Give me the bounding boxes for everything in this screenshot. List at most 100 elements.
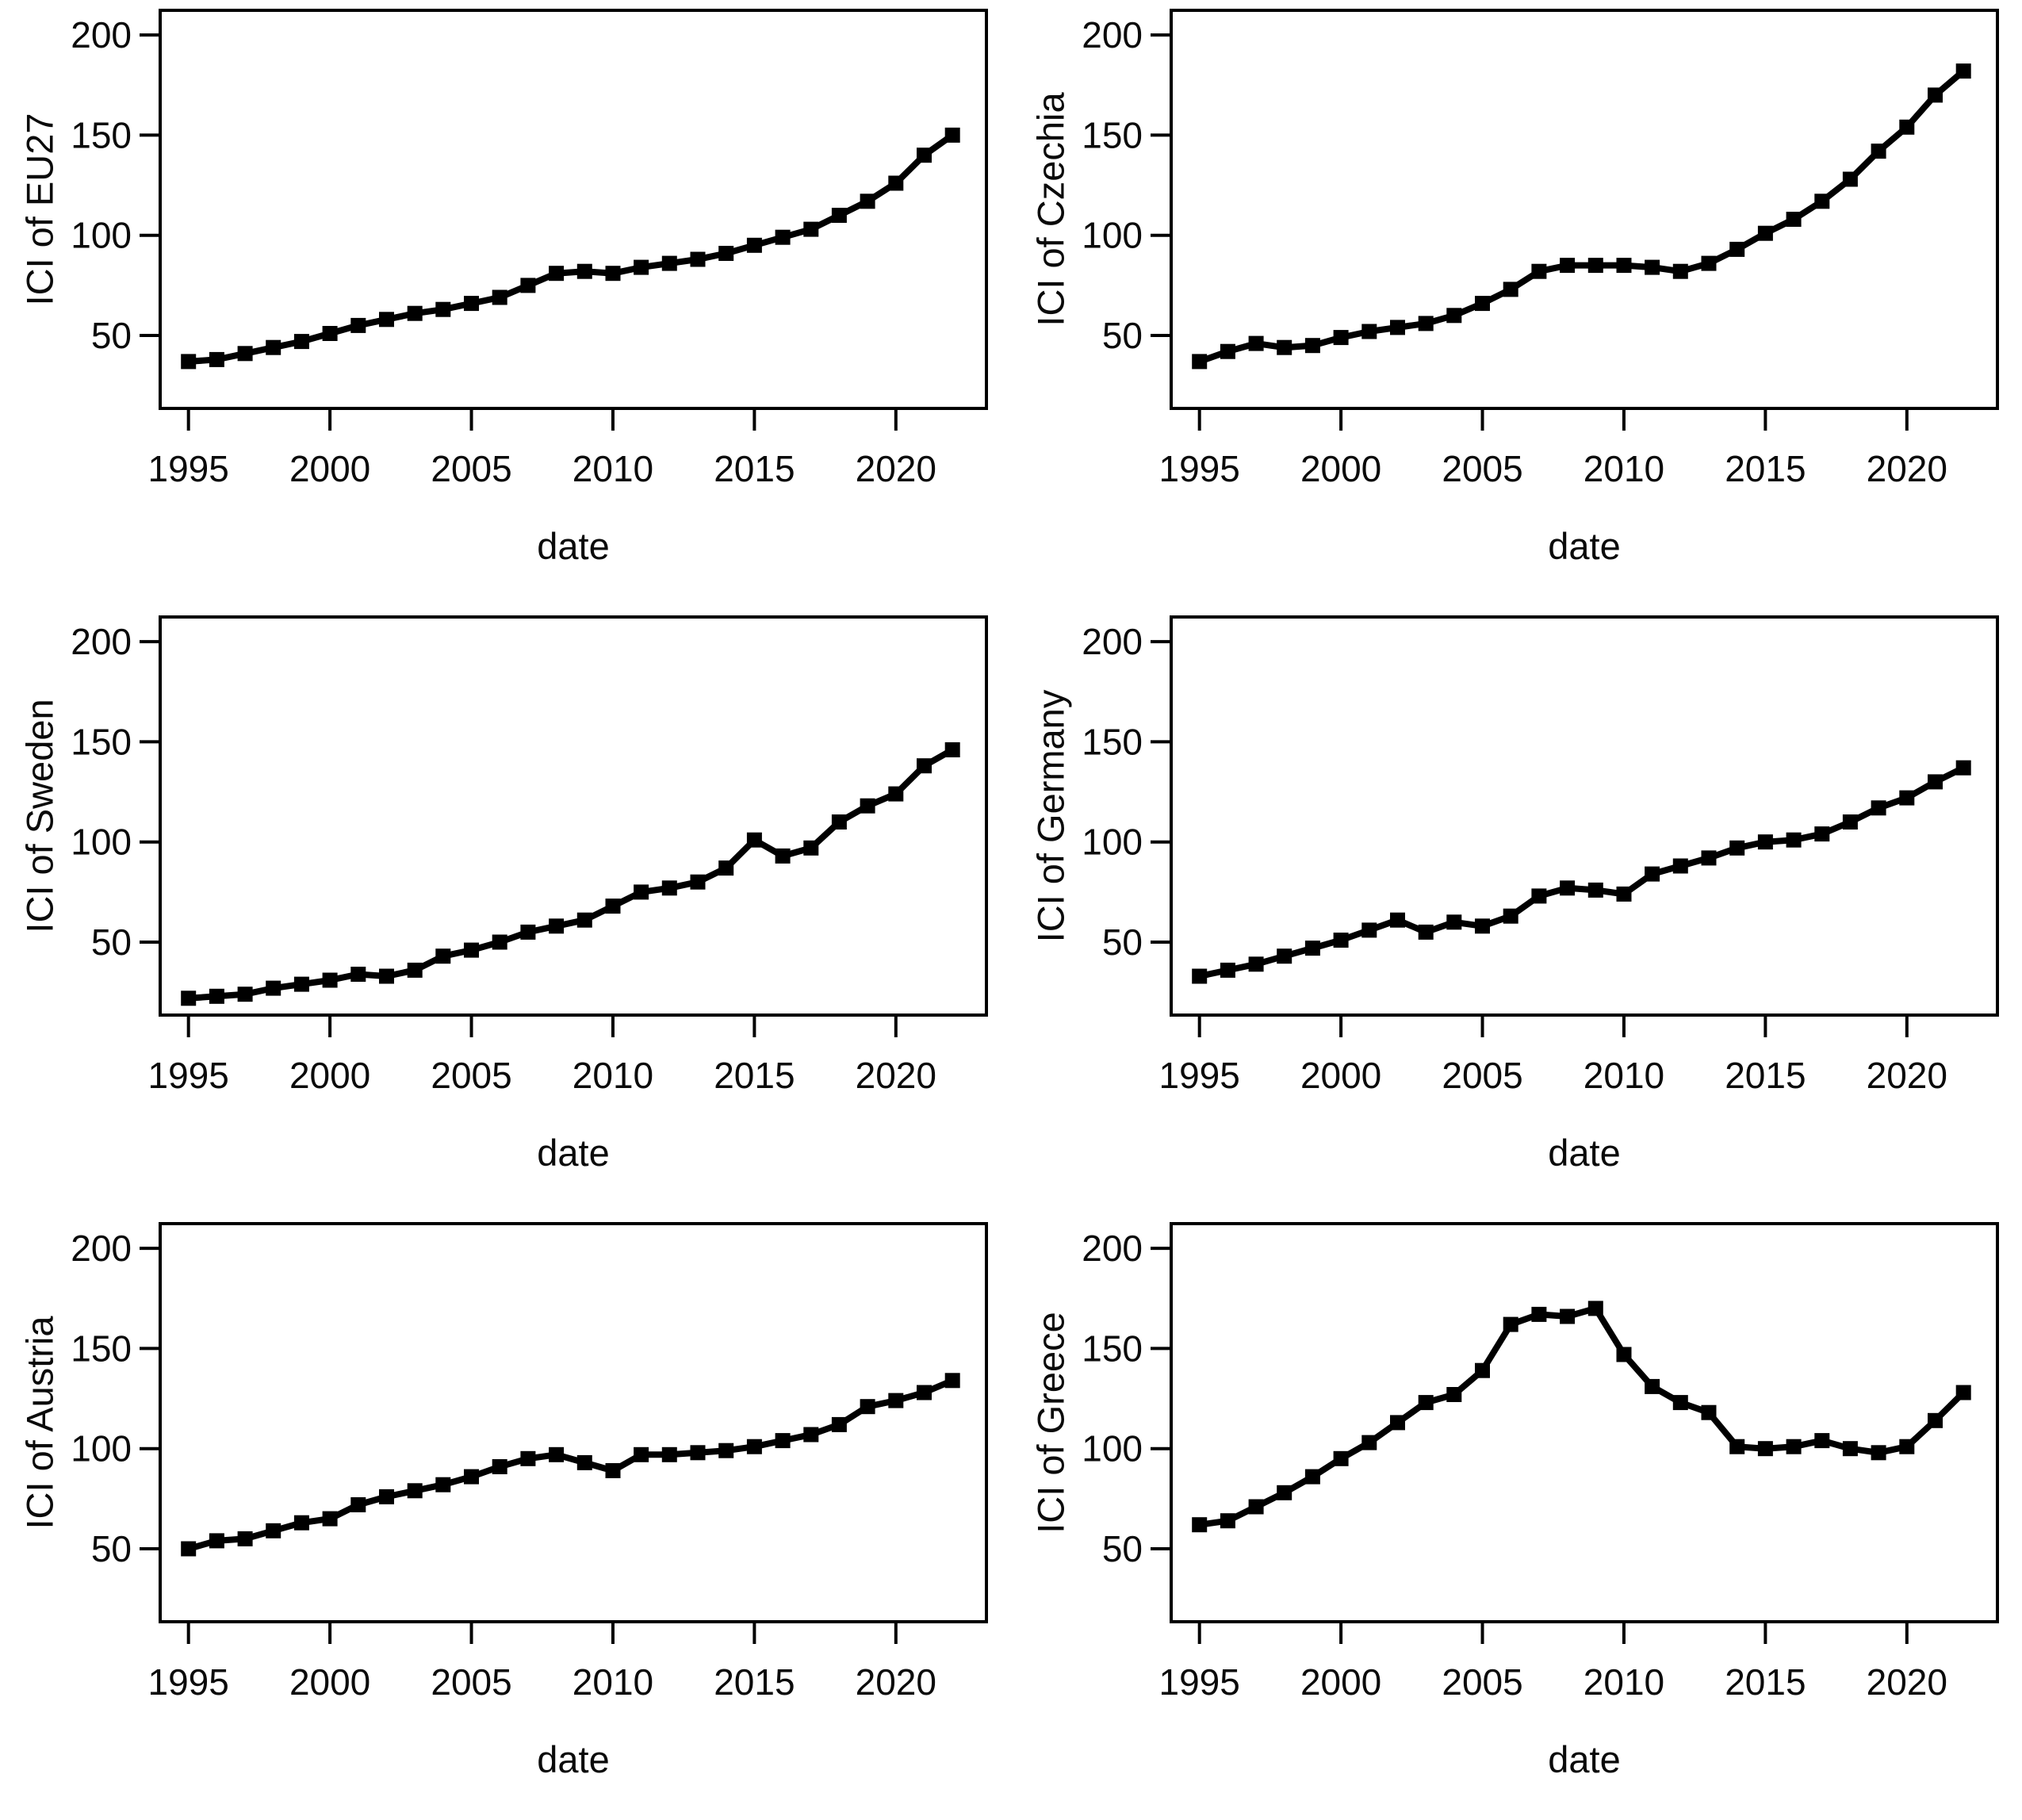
data-point-marker	[1361, 922, 1377, 938]
y-tick-label: 200	[71, 621, 132, 662]
data-point-marker	[1955, 63, 1971, 79]
data-point-marker	[181, 990, 197, 1006]
data-point-marker	[1672, 263, 1688, 279]
y-tick-label: 100	[1082, 1428, 1143, 1469]
y-axis: 50 100 150 200	[1082, 1228, 1171, 1569]
series-markers	[1192, 63, 1971, 370]
data-point-marker	[492, 289, 507, 305]
data-point-marker	[1390, 320, 1405, 335]
data-point-marker	[1899, 1439, 1915, 1454]
data-point-marker	[1729, 840, 1745, 856]
series-line	[1196, 67, 1967, 365]
data-point-marker	[917, 758, 932, 774]
x-tick-label: 1995	[1159, 1661, 1240, 1703]
chart-ici-sweden-canvas: 50 100 150 200 1995 2000 2005 2010 2015 2020 ICI o…	[19, 615, 988, 1174]
data-point-marker	[549, 1446, 565, 1462]
x-tick-label: 2000	[1300, 1055, 1381, 1096]
data-point-marker	[1503, 1316, 1518, 1332]
data-point-marker	[1645, 259, 1660, 275]
x-tick-label: 2015	[1725, 448, 1806, 489]
y-axis: 50 100 150 200	[1082, 621, 1171, 963]
data-point-marker	[860, 193, 875, 209]
data-point-marker	[1560, 1308, 1576, 1324]
x-tick-label: 1995	[1159, 1055, 1240, 1096]
data-point-marker	[209, 1533, 224, 1549]
data-point-marker	[1701, 1404, 1717, 1420]
data-point-marker	[860, 1399, 875, 1415]
data-point-marker	[803, 1427, 819, 1443]
data-point-marker	[775, 848, 791, 864]
data-point-marker	[1786, 212, 1802, 227]
x-tick-label: 1995	[148, 448, 229, 489]
data-point-marker	[266, 980, 281, 996]
data-point-marker	[690, 1445, 706, 1461]
data-point-marker	[775, 1433, 791, 1449]
data-point-marker	[1531, 888, 1547, 904]
data-point-marker	[718, 246, 734, 261]
data-point-marker	[407, 305, 423, 321]
data-point-marker	[1955, 1385, 1971, 1400]
data-point-marker	[1871, 144, 1886, 159]
y-axis: 50 100 150 200	[1082, 14, 1171, 356]
data-point-marker	[1248, 335, 1264, 351]
series-line	[185, 132, 956, 365]
data-point-marker	[520, 924, 536, 940]
data-point-marker	[661, 880, 677, 896]
data-point-marker	[1418, 924, 1434, 940]
data-point-marker	[831, 208, 847, 223]
data-point-marker	[1304, 941, 1320, 956]
chart-ici-germany: 50 100 150 200 1995 2000 2005 2010 2015 2020 ICI o…	[1011, 607, 2022, 1213]
data-point-marker	[322, 1511, 338, 1527]
data-point-marker	[1587, 1301, 1603, 1316]
data-point-marker	[831, 1416, 847, 1432]
data-point-marker	[266, 1523, 281, 1538]
x-tick-label: 1995	[1159, 448, 1240, 489]
data-point-marker	[350, 967, 366, 982]
data-point-marker	[1786, 1439, 1802, 1454]
data-point-marker	[322, 972, 338, 988]
y-tick-label: 100	[71, 215, 132, 256]
x-axis: 1995 2000 2005 2010 2015 2020	[148, 1015, 936, 1096]
x-tick-label: 2000	[289, 1055, 370, 1096]
data-point-marker	[520, 278, 536, 293]
data-point-marker	[1729, 1439, 1745, 1454]
data-point-marker	[576, 263, 592, 279]
data-point-marker	[407, 1483, 423, 1499]
data-point-marker	[209, 351, 224, 367]
x-tick-label: 2020	[1867, 1055, 1947, 1096]
data-point-marker	[1814, 1433, 1830, 1449]
data-point-marker	[1672, 858, 1688, 874]
x-axis-label: date	[537, 1132, 609, 1174]
data-point-marker	[1277, 339, 1292, 355]
data-point-marker	[350, 1497, 366, 1512]
x-tick-label: 2000	[289, 448, 370, 489]
series-markers	[1192, 1301, 1971, 1533]
data-point-marker	[1418, 316, 1434, 331]
data-point-marker	[1531, 263, 1547, 279]
data-point-marker	[237, 987, 253, 1002]
data-point-marker	[1560, 258, 1576, 274]
data-point-marker	[379, 968, 394, 984]
y-axis: 50 100 150 200	[71, 1228, 160, 1569]
data-point-marker	[1757, 225, 1773, 241]
data-point-marker	[718, 860, 734, 876]
data-point-marker	[407, 962, 423, 978]
x-tick-label: 2005	[431, 1055, 511, 1096]
data-point-marker	[888, 175, 904, 191]
chart-ici-eu27-canvas: 50 100 150 200 1995 2000 2005 2010 2015 2020 ICI o…	[19, 9, 988, 567]
data-point-marker	[746, 832, 762, 848]
data-point-marker	[1361, 1435, 1377, 1450]
data-point-marker	[605, 266, 621, 282]
data-point-marker	[1814, 193, 1830, 209]
data-point-marker	[1842, 814, 1858, 830]
data-point-marker	[1220, 343, 1235, 359]
chart-ici-czechia: 50 100 150 200 1995 2000 2005 2010 2015 2020 ICI o…	[1011, 0, 2022, 607]
y-tick-label: 50	[91, 921, 132, 963]
y-tick-label: 50	[91, 315, 132, 356]
chart-ici-austria-canvas: 50 100 150 200 1995 2000 2005 2010 2015 2020 ICI o…	[19, 1222, 988, 1780]
data-point-marker	[1304, 1469, 1320, 1485]
data-point-marker	[1701, 255, 1717, 271]
data-point-marker	[1616, 886, 1632, 902]
data-point-marker	[1871, 1445, 1886, 1461]
